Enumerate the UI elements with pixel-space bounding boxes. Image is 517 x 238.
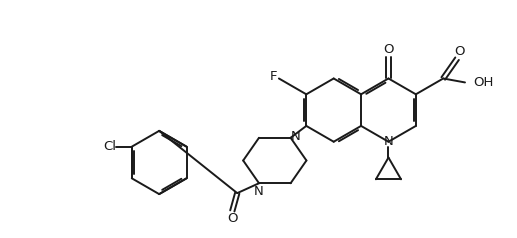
Text: F: F (270, 70, 278, 83)
Text: OH: OH (473, 76, 493, 89)
Text: O: O (227, 212, 237, 225)
Text: O: O (454, 45, 464, 58)
Text: N: N (384, 135, 393, 148)
Text: N: N (254, 185, 264, 198)
Text: N: N (291, 130, 300, 143)
Text: O: O (383, 43, 394, 56)
Text: Cl: Cl (103, 140, 116, 153)
